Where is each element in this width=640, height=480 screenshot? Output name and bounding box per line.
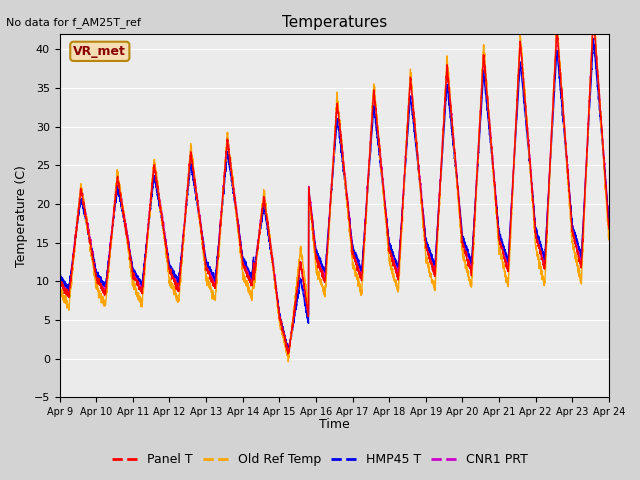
Y-axis label: Temperature (C): Temperature (C) xyxy=(15,165,28,266)
Panel T xyxy=(209,283,217,288)
HMP45 T xyxy=(209,271,217,277)
HMP45 T xyxy=(388,247,396,252)
CNR1 PRT xyxy=(605,221,612,227)
Old Ref Temp xyxy=(397,227,405,233)
Old Ref Temp xyxy=(173,293,181,299)
Old Ref Temp xyxy=(605,237,612,243)
Panel T xyxy=(173,284,181,289)
CNR1 PRT xyxy=(397,220,405,226)
HMP45 T xyxy=(605,218,612,224)
X-axis label: Time: Time xyxy=(319,419,349,432)
Old Ref Temp xyxy=(589,7,597,12)
Old Ref Temp xyxy=(388,271,396,276)
CNR1 PRT xyxy=(589,13,597,19)
Old Ref Temp xyxy=(209,290,217,296)
CNR1 PRT xyxy=(173,281,181,287)
Old Ref Temp xyxy=(284,359,292,365)
HMP45 T xyxy=(553,47,561,53)
Text: VR_met: VR_met xyxy=(74,45,126,58)
Panel T xyxy=(605,221,612,227)
HMP45 T xyxy=(285,349,292,355)
Line: HMP45 T: HMP45 T xyxy=(60,39,609,352)
Title: Temperatures: Temperatures xyxy=(282,15,387,30)
Old Ref Temp xyxy=(605,233,612,239)
Line: Old Ref Temp: Old Ref Temp xyxy=(60,10,609,362)
CNR1 PRT xyxy=(285,350,292,356)
Panel T xyxy=(605,226,612,232)
CNR1 PRT xyxy=(388,248,396,253)
Panel T xyxy=(388,255,396,261)
Panel T xyxy=(56,280,63,286)
Panel T xyxy=(284,351,292,357)
Old Ref Temp xyxy=(56,289,63,295)
CNR1 PRT xyxy=(209,276,217,281)
CNR1 PRT xyxy=(56,275,63,281)
HMP45 T xyxy=(56,275,63,280)
Legend: Panel T, Old Ref Temp, HMP45 T, CNR1 PRT: Panel T, Old Ref Temp, HMP45 T, CNR1 PRT xyxy=(107,448,533,471)
Panel T xyxy=(589,12,597,18)
Old Ref Temp xyxy=(553,22,561,28)
Panel T xyxy=(553,25,561,31)
Panel T xyxy=(397,222,405,228)
HMP45 T xyxy=(397,221,405,227)
Line: CNR1 PRT: CNR1 PRT xyxy=(60,16,609,353)
Text: No data for f_AM25T_ref: No data for f_AM25T_ref xyxy=(6,17,141,28)
HMP45 T xyxy=(173,277,181,283)
HMP45 T xyxy=(589,36,597,42)
Line: Panel T: Panel T xyxy=(60,15,609,354)
HMP45 T xyxy=(605,215,612,221)
CNR1 PRT xyxy=(553,26,561,32)
CNR1 PRT xyxy=(605,217,612,223)
